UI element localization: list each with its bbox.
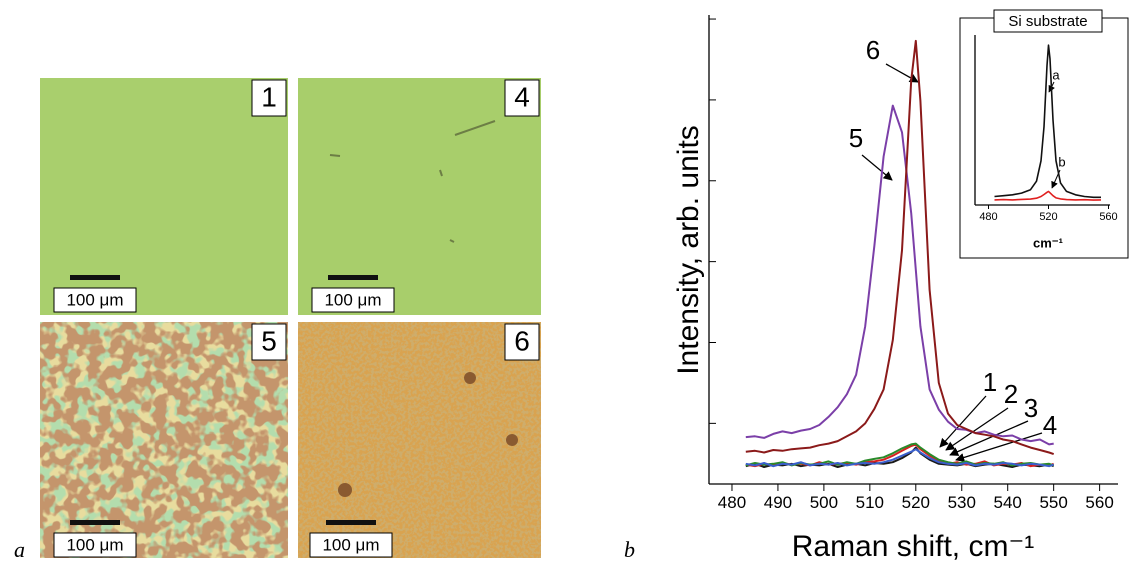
scale-bar	[328, 275, 378, 280]
series-line	[745, 446, 1055, 468]
image-number: 4	[514, 81, 530, 112]
x-tick-label: 480	[718, 493, 746, 512]
image-number: 5	[261, 325, 277, 356]
series-label: 5	[849, 123, 863, 153]
series-line	[745, 442, 1055, 467]
x-axis-label: Raman shift, cm⁻¹	[792, 530, 1035, 563]
panel-label: b	[624, 537, 635, 562]
series-line	[745, 448, 1055, 468]
x-tick-label: 550	[1039, 493, 1067, 512]
x-tick-label: 520	[1039, 211, 1057, 223]
y-axis-label: Intensity, arb. units	[672, 125, 705, 375]
micrograph-4: 4 100 μm	[298, 78, 541, 315]
series-label: 2	[1004, 379, 1018, 409]
number-box	[251, 323, 287, 361]
scale-label: 100 μm	[322, 535, 379, 554]
series-label: 1	[983, 367, 997, 397]
scale-label: 100 μm	[66, 290, 123, 309]
inset-frame	[959, 17, 1129, 259]
series-label: 6	[866, 35, 880, 65]
spot	[338, 483, 352, 497]
inset-x-axis-label: cm⁻¹	[1033, 235, 1063, 250]
image-number: 6	[514, 325, 530, 356]
inset-title-box	[993, 9, 1103, 33]
series-line	[994, 190, 1102, 201]
texture	[298, 322, 541, 558]
x-tick-label: 490	[764, 493, 792, 512]
scale-bar	[326, 520, 376, 525]
texture	[40, 322, 288, 558]
number-box	[251, 79, 287, 117]
x-tick-label: 530	[948, 493, 976, 512]
series-label: 4	[1043, 410, 1057, 440]
x-tick-label: 560	[1085, 493, 1113, 512]
x-tick-label: 510	[856, 493, 884, 512]
scale-box	[309, 532, 393, 558]
spot	[506, 434, 518, 446]
x-tick-label: 560	[1099, 211, 1117, 223]
scale-label: 100 μm	[66, 535, 123, 554]
scale-box	[53, 532, 137, 558]
annotation-arrows	[861, 63, 1043, 462]
panel-label: a	[14, 537, 25, 562]
image-number: 1	[261, 81, 277, 112]
series-label: 3	[1024, 393, 1038, 423]
x-tick-label: 480	[979, 211, 997, 223]
scale-bar	[70, 520, 120, 525]
inset-title: Si substrate	[1008, 13, 1087, 30]
number-box	[504, 79, 540, 117]
micrograph-1: 1 100 μm	[40, 78, 288, 315]
scale-label: 100 μm	[324, 290, 381, 309]
series-label: b	[1058, 154, 1065, 169]
scale-bar	[70, 275, 120, 280]
x-tick-label: 540	[994, 493, 1022, 512]
series-line	[994, 44, 1101, 199]
number-box	[504, 323, 540, 361]
scale-box	[53, 287, 137, 313]
x-tick-label: 500	[810, 493, 838, 512]
series-line	[745, 39, 1055, 456]
series-label: a	[1052, 67, 1060, 82]
micrograph-6: 6 100 μm	[298, 322, 541, 558]
spot	[464, 372, 476, 384]
micrograph-5: 5 100 μm	[40, 322, 288, 558]
scale-box	[311, 287, 395, 313]
specks	[329, 120, 496, 243]
x-tick-label: 520	[902, 493, 930, 512]
